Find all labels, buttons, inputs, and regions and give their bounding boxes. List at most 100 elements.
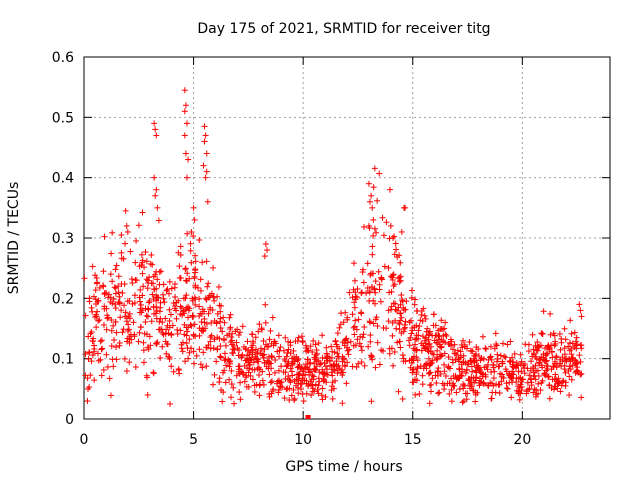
data-point — [420, 342, 427, 349]
data-point — [400, 328, 407, 335]
data-point — [371, 165, 378, 172]
data-point — [104, 312, 111, 319]
data-point — [429, 375, 436, 382]
data-point — [146, 297, 153, 304]
data-point — [395, 388, 402, 395]
data-point — [163, 350, 170, 357]
data-point — [358, 309, 365, 316]
data-point — [287, 365, 294, 372]
data-point — [217, 353, 224, 360]
data-point — [328, 354, 335, 361]
data-point — [331, 349, 338, 356]
data-point — [371, 225, 378, 232]
y-tick-label: 0.1 — [52, 352, 74, 368]
data-point — [499, 358, 506, 365]
data-point — [108, 317, 115, 324]
data-point — [250, 340, 257, 347]
data-point — [118, 231, 125, 238]
data-point — [434, 368, 441, 375]
data-point — [378, 275, 385, 282]
data-point — [400, 358, 407, 365]
data-point — [173, 315, 180, 322]
data-point — [313, 350, 320, 357]
data-point — [98, 337, 105, 344]
data-point — [166, 400, 173, 407]
data-point — [291, 397, 298, 404]
data-point — [153, 268, 160, 275]
data-point — [353, 364, 360, 371]
data-point — [140, 339, 147, 346]
data-point — [205, 294, 212, 301]
data-point — [387, 306, 394, 313]
data-point — [543, 367, 550, 374]
data-point — [426, 362, 433, 369]
data-point — [333, 361, 340, 368]
data-point — [109, 278, 116, 285]
data-point — [135, 338, 142, 345]
data-point — [373, 314, 380, 321]
data-point — [199, 325, 206, 332]
data-point — [304, 347, 311, 354]
data-point — [509, 354, 516, 361]
data-point — [89, 263, 96, 270]
data-point — [166, 290, 173, 297]
data-point — [465, 361, 472, 368]
data-point — [119, 329, 126, 336]
data-point — [139, 257, 146, 264]
data-point — [268, 340, 275, 347]
data-point — [300, 398, 307, 405]
data-point — [422, 345, 429, 352]
data-point — [152, 310, 159, 317]
data-point — [275, 389, 282, 396]
data-point — [360, 223, 367, 230]
data-point — [236, 329, 243, 336]
data-point — [391, 281, 398, 288]
data-point — [561, 351, 568, 358]
data-point — [342, 363, 349, 370]
data-point — [323, 371, 330, 378]
data-point — [256, 372, 263, 379]
data-point — [129, 300, 136, 307]
data-point — [303, 348, 310, 355]
data-point — [428, 343, 435, 350]
data-point — [308, 392, 315, 399]
data-point — [245, 347, 252, 354]
data-point — [533, 367, 540, 374]
data-point — [217, 318, 224, 325]
data-point — [355, 360, 362, 367]
data-point — [426, 400, 433, 407]
data-point — [539, 364, 546, 371]
data-point — [354, 336, 361, 343]
data-point — [485, 382, 492, 389]
data-point — [268, 390, 275, 397]
data-point — [562, 379, 569, 386]
data-point — [372, 278, 379, 285]
data-point — [154, 276, 161, 283]
data-point — [142, 318, 149, 325]
data-point — [390, 362, 397, 369]
data-point — [413, 353, 420, 360]
data-point — [334, 353, 341, 360]
data-point — [190, 348, 197, 355]
data-point — [228, 394, 235, 401]
data-point — [164, 286, 171, 293]
data-point — [528, 358, 535, 365]
data-point — [262, 301, 269, 308]
data-point — [191, 275, 198, 282]
data-point — [115, 273, 122, 280]
data-point — [412, 341, 419, 348]
data-point — [467, 347, 474, 354]
data-point — [365, 222, 372, 229]
data-point — [490, 364, 497, 371]
data-point — [552, 340, 559, 347]
data-point — [192, 282, 199, 289]
data-point — [213, 358, 220, 365]
data-point — [199, 364, 206, 371]
data-point — [205, 280, 212, 287]
data-point — [231, 400, 238, 407]
data-point — [259, 377, 266, 384]
data-point — [235, 347, 242, 354]
data-point — [422, 315, 429, 322]
data-point — [516, 396, 523, 403]
data-point — [398, 292, 405, 299]
